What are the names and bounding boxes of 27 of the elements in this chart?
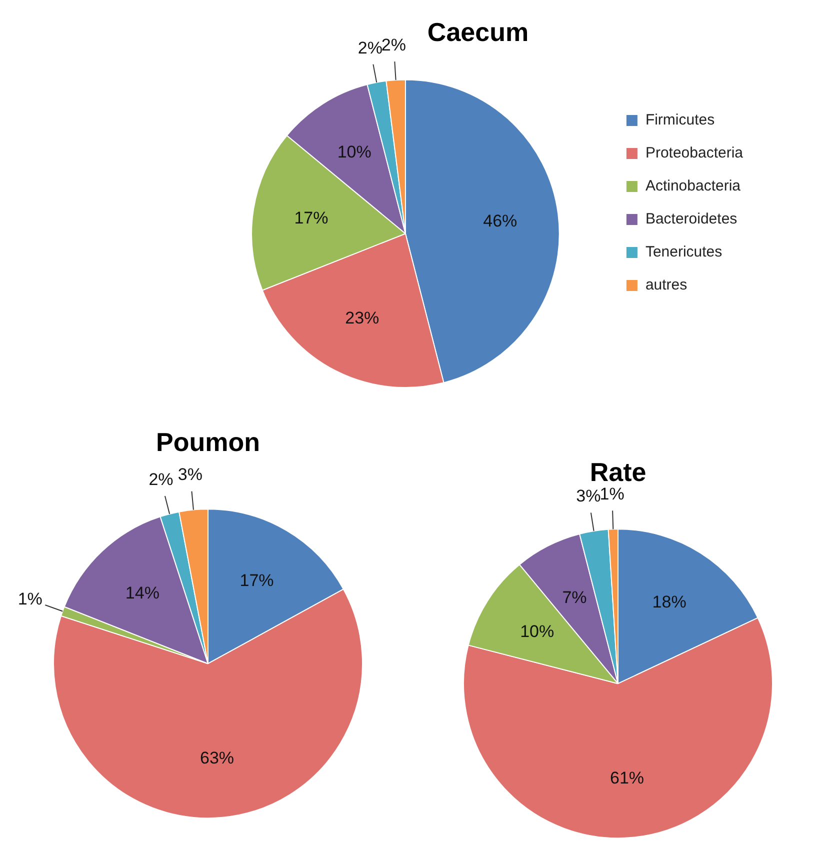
data-label: 3%	[178, 465, 202, 484]
chart-title: Poumon	[156, 426, 260, 457]
data-label: 2%	[148, 470, 174, 490]
data-label: 18%	[652, 592, 686, 612]
legend-label: Actinobacteria	[645, 178, 742, 195]
data-label: 61%	[610, 768, 644, 788]
legend-label: Proteobacteria	[645, 144, 744, 162]
data-label: 7%	[562, 588, 587, 607]
data-label: 2%	[381, 35, 406, 54]
data-label: 1%	[600, 484, 624, 504]
data-label: 17%	[294, 208, 328, 228]
data-label: 46%	[483, 211, 518, 230]
data-label: 3%	[576, 486, 601, 506]
data-label: 10%	[337, 142, 372, 162]
data-label: 1%	[18, 589, 42, 608]
legend-label: Firmicutes	[645, 112, 715, 129]
data-label: 63%	[200, 748, 234, 768]
chart-title: Caecum	[427, 16, 529, 47]
legend-label: Bacteroidetes	[645, 210, 738, 228]
data-label: 2%	[358, 38, 382, 58]
data-label: 10%	[520, 622, 554, 641]
data-label: 23%	[345, 308, 380, 328]
legend-label: autres	[645, 276, 688, 294]
legend-label: Tenericutes	[645, 244, 722, 261]
data-label: 14%	[125, 583, 160, 602]
data-label: 17%	[240, 570, 274, 590]
chart-title: Rate	[590, 456, 646, 487]
